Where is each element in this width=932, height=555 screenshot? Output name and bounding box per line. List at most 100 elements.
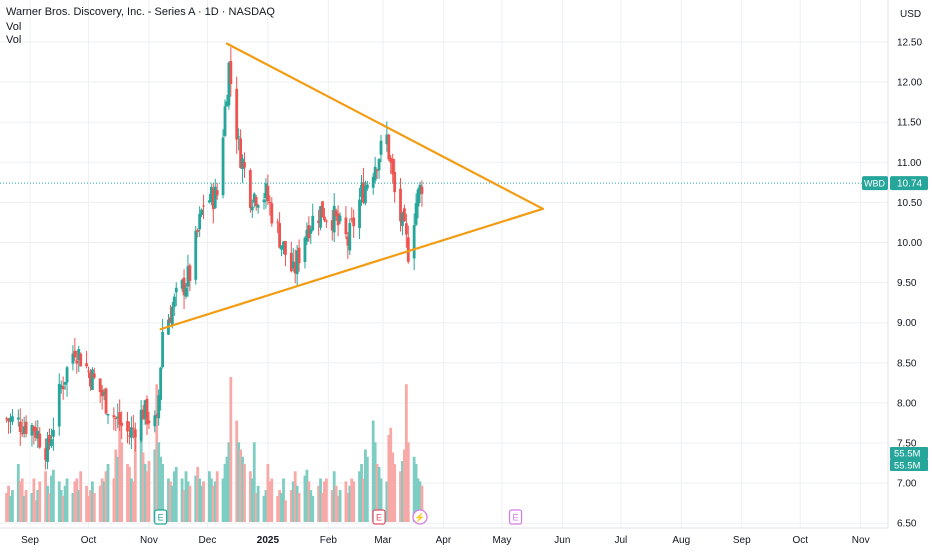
candle-body[interactable] [126, 421, 129, 432]
volume-indicator-label[interactable]: Vol [6, 34, 22, 46]
candle-body[interactable] [61, 386, 65, 390]
candle-body[interactable] [211, 188, 215, 210]
candle-body[interactable] [20, 432, 24, 435]
candle-body[interactable] [330, 220, 334, 231]
candle-body[interactable] [254, 197, 258, 207]
candle-body[interactable] [92, 373, 96, 378]
candle-body[interactable] [311, 215, 315, 231]
candle-body[interactable] [403, 208, 406, 222]
candle-body[interactable] [264, 183, 268, 198]
candle-body[interactable] [63, 381, 67, 385]
candle-body[interactable] [420, 186, 424, 194]
candle-body[interactable] [161, 331, 164, 368]
candle-body[interactable] [38, 433, 42, 448]
candle-body[interactable] [325, 220, 328, 222]
candle-body[interactable] [289, 252, 293, 272]
candle-body[interactable] [112, 415, 116, 418]
candle-body[interactable] [143, 400, 147, 420]
candle-body[interactable] [377, 159, 381, 171]
candle-body[interactable] [130, 427, 133, 438]
candle-body[interactable] [250, 206, 254, 211]
candle-body[interactable] [229, 61, 233, 84]
candle-body[interactable] [414, 203, 418, 225]
candle-body[interactable] [389, 157, 393, 163]
candle-body[interactable] [262, 199, 266, 203]
candle-body[interactable] [338, 215, 342, 222]
candle-body[interactable] [348, 222, 352, 251]
candle-body[interactable] [215, 190, 219, 196]
candle-body[interactable] [209, 186, 213, 202]
candle-body[interactable] [360, 184, 363, 198]
candle-body[interactable] [266, 185, 270, 202]
candle-body[interactable] [237, 136, 241, 138]
candle-body[interactable] [309, 229, 313, 234]
candle-body[interactable] [184, 287, 188, 297]
candle-body[interactable] [200, 209, 203, 215]
candle-body[interactable] [202, 205, 205, 207]
candle-body[interactable] [270, 203, 274, 224]
trendline-lower[interactable] [159, 207, 544, 331]
candle-body[interactable] [85, 363, 88, 367]
candle-body[interactable] [346, 236, 350, 246]
candle-body[interactable] [239, 138, 242, 168]
candle-body[interactable] [198, 213, 202, 230]
dividend-marker[interactable] [412, 509, 428, 525]
candle-body[interactable] [91, 369, 94, 390]
candle-body[interactable] [104, 388, 108, 414]
candle-body[interactable] [16, 417, 20, 420]
candle-body[interactable] [131, 427, 135, 429]
candle-body[interactable] [98, 378, 102, 393]
candle-body[interactable] [284, 241, 287, 255]
candle-body[interactable] [399, 188, 402, 222]
candle-body[interactable] [276, 221, 280, 223]
candle-body[interactable] [243, 162, 246, 168]
candle-body[interactable] [52, 429, 55, 437]
candle-body[interactable] [401, 213, 404, 227]
candle-body[interactable] [282, 241, 285, 248]
candle-body[interactable] [334, 210, 338, 217]
candle-body[interactable] [241, 158, 244, 170]
candle-body[interactable] [48, 434, 51, 444]
candle-body[interactable] [235, 88, 239, 140]
candle-body[interactable] [159, 367, 163, 400]
candle-body[interactable] [32, 426, 36, 432]
candle-body[interactable] [321, 201, 324, 218]
candle-body[interactable] [391, 158, 395, 175]
earnings-marker[interactable] [508, 509, 523, 525]
candle-body[interactable] [172, 296, 176, 307]
candle-body[interactable] [268, 202, 272, 204]
candle-body[interactable] [59, 385, 63, 389]
candle-body[interactable] [350, 218, 354, 220]
candle-body[interactable] [332, 205, 336, 233]
candle-body[interactable] [170, 306, 174, 325]
candle-body[interactable] [182, 277, 186, 296]
candle-body[interactable] [73, 350, 77, 358]
candle-body[interactable] [373, 166, 377, 181]
earnings-marker[interactable] [154, 509, 168, 525]
candle-body[interactable] [71, 353, 75, 364]
trendline-upper[interactable] [225, 42, 544, 210]
candle-body[interactable] [418, 184, 422, 195]
candle-body[interactable] [5, 418, 8, 420]
candle-body[interactable] [323, 216, 326, 221]
candle-body[interactable] [100, 389, 104, 397]
candle-body[interactable] [227, 62, 231, 106]
candle-body[interactable] [133, 429, 137, 438]
candle-body[interactable] [196, 230, 200, 232]
candle-body[interactable] [65, 367, 69, 383]
candle-body[interactable] [120, 422, 124, 426]
candle-body[interactable] [221, 137, 225, 196]
candle-body[interactable] [297, 247, 301, 264]
candle-body[interactable] [118, 412, 122, 425]
candle-body[interactable] [174, 287, 178, 293]
candle-body[interactable] [36, 430, 40, 439]
candle-body[interactable] [385, 134, 389, 145]
candle-body[interactable] [278, 223, 281, 248]
candle-body[interactable] [114, 417, 118, 419]
candle-body[interactable] [344, 217, 348, 235]
candle-body[interactable] [412, 225, 416, 259]
earnings-marker[interactable] [372, 509, 386, 525]
candle-body[interactable] [18, 421, 22, 433]
